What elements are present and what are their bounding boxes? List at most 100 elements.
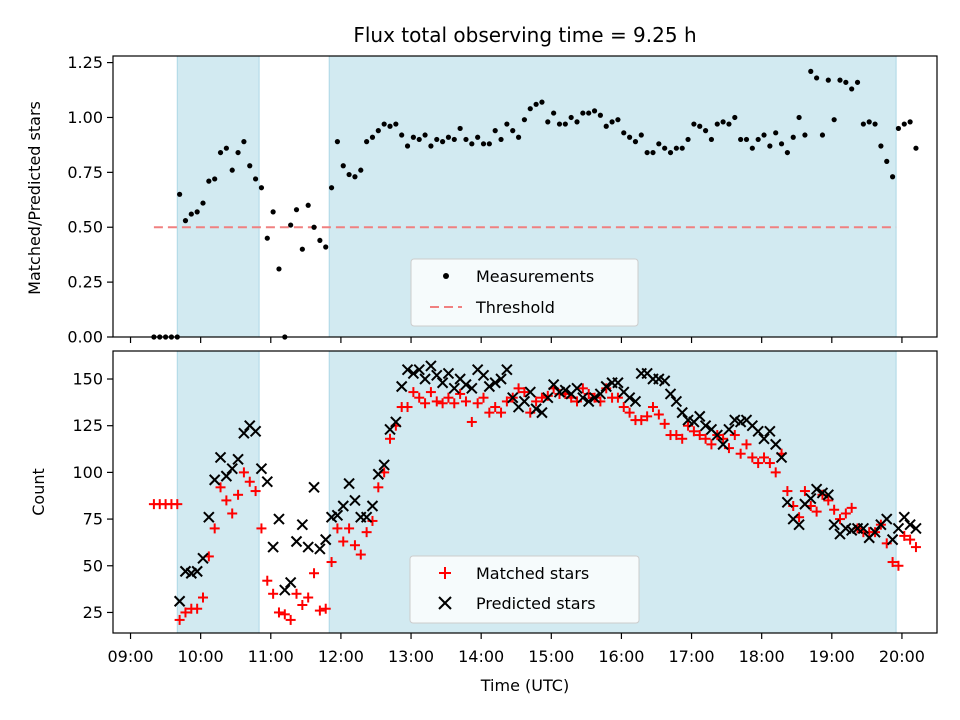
x-tick-label: 13:00 — [388, 647, 434, 666]
predicted-star-point — [489, 377, 501, 389]
measurement-point — [738, 136, 744, 143]
measurement-point — [340, 163, 346, 169]
predicted-star-point — [337, 500, 349, 512]
matched-star-point — [887, 557, 898, 568]
predicted-star-point — [448, 382, 460, 395]
bottom-y-tick-label: 100 — [72, 463, 103, 482]
measurement-point — [895, 125, 902, 132]
bottom-y-tick-label: 125 — [72, 416, 103, 435]
matched-star-point — [770, 467, 781, 478]
measurement-point — [755, 136, 761, 143]
measurement-point — [667, 149, 674, 156]
measurement-point — [364, 139, 370, 145]
measurement-point — [206, 178, 212, 184]
matched-star-point — [700, 433, 711, 444]
measurement-point — [814, 75, 820, 81]
matched-star-point — [460, 396, 471, 407]
predicted-star-point — [320, 533, 332, 546]
matched-star-point — [180, 607, 191, 618]
matched-star-point — [846, 502, 857, 513]
matched-star-point — [653, 409, 664, 420]
measurement-point — [586, 110, 592, 116]
x-axis-label: Time (UTC) — [480, 676, 569, 695]
measurement-point — [621, 130, 627, 136]
measurement-point — [673, 145, 679, 151]
measurement-point — [375, 128, 381, 134]
matched-star-point — [478, 392, 489, 403]
measurement-point — [486, 141, 492, 147]
measurement-point — [889, 174, 896, 180]
bottom-y-ticks: 25 50 75 100 125 150 — [72, 370, 113, 622]
x-tick-label: 15:00 — [528, 647, 574, 666]
predicted-star-point — [349, 494, 361, 507]
measurement-point — [644, 149, 650, 156]
predicted-star-point — [524, 386, 536, 398]
measurement-point — [650, 149, 656, 156]
x-tick-label: 12:00 — [318, 647, 364, 666]
bottom-y-axis-label: Count — [29, 468, 48, 516]
predicted-star-point — [571, 382, 583, 395]
matched-star-point — [221, 495, 232, 506]
measurement-point — [913, 145, 919, 151]
measurement-point — [749, 145, 755, 151]
top-legend-box — [410, 258, 639, 327]
measurement-point — [831, 117, 837, 123]
measurement-point — [241, 139, 247, 145]
x-tick-label: 09:00 — [107, 647, 153, 666]
matched-star-point — [349, 540, 360, 551]
matched-star-point — [309, 568, 320, 579]
predicted-star-point — [547, 378, 560, 391]
predicted-star-point — [711, 429, 723, 441]
top-legend: Measurements Threshold — [410, 258, 639, 327]
matched-star-point — [677, 433, 688, 444]
predicted-star-point — [869, 526, 881, 538]
matched-star-point — [484, 407, 495, 418]
predicted-star-point — [723, 423, 735, 436]
measurement-point — [235, 149, 241, 156]
measurement-point — [872, 121, 878, 127]
measurement-point — [901, 121, 907, 127]
predicted-star-point — [582, 395, 595, 408]
matched-star-point — [834, 514, 845, 525]
top-y-tick-label: 1.00 — [67, 108, 103, 127]
measurement-point — [580, 110, 586, 116]
predicted-star-point — [530, 403, 542, 415]
matched-star-point — [472, 398, 483, 409]
predicted-star-point — [442, 367, 455, 380]
predicted-star-point — [343, 477, 355, 490]
legend-threshold-label: Threshold — [475, 298, 555, 317]
matched-star-point — [899, 530, 910, 541]
measurement-point — [492, 128, 498, 134]
predicted-star-point — [413, 363, 425, 376]
measurement-point — [866, 119, 872, 125]
measurement-point — [656, 141, 662, 147]
matched-star-point — [431, 396, 442, 407]
measurement-point — [346, 171, 352, 178]
measurement-point — [293, 207, 300, 213]
measurement-point — [685, 136, 691, 143]
matched-star-point — [893, 560, 904, 571]
x-tick-label: 16:00 — [598, 647, 644, 666]
matched-star-point — [425, 387, 436, 398]
matched-star-point — [326, 557, 337, 568]
measurement-point — [299, 246, 305, 252]
predicted-star-point — [518, 395, 531, 408]
measurement-point — [562, 121, 568, 127]
predicted-star-point — [828, 518, 840, 531]
measurement-point — [381, 121, 387, 127]
matched-star-point — [174, 614, 185, 625]
predicted-star-point — [892, 522, 905, 535]
measurement-point — [434, 136, 440, 143]
measurement-points — [151, 68, 919, 340]
matched-star-point — [764, 458, 775, 469]
bottom-y-tick-label: 150 — [72, 370, 103, 389]
measurement-point — [726, 121, 732, 127]
top-plot-frame — [112, 55, 938, 338]
matched-star-point — [642, 411, 653, 422]
top-shaded-span-0 — [176, 55, 260, 338]
measurement-point — [358, 167, 364, 173]
matched-star-point — [601, 383, 612, 394]
measurement-point — [545, 119, 551, 125]
measurement-point — [574, 119, 580, 125]
predicted-star-points — [173, 360, 922, 607]
